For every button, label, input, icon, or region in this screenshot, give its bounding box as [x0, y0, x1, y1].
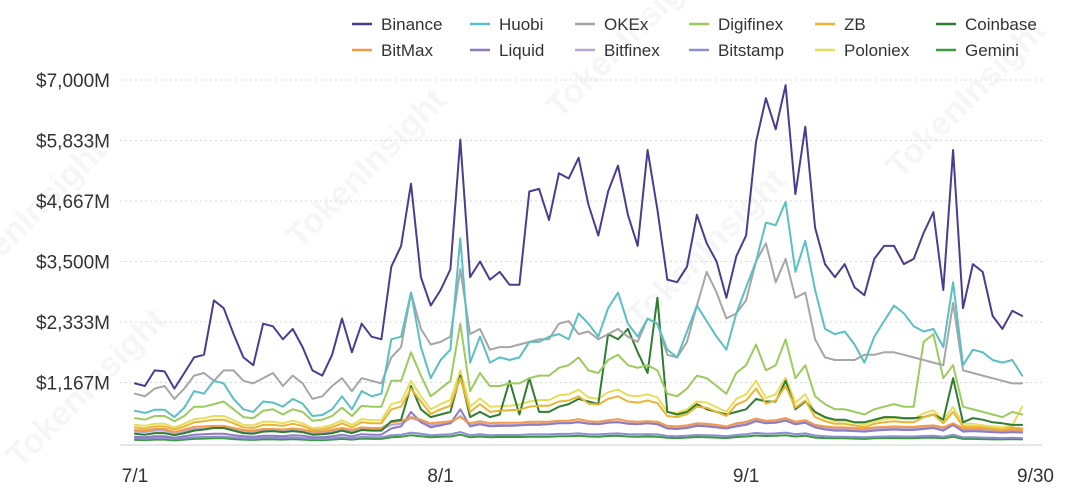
legend: Binance Huobi OKEx Digifinex ZB Coinbase BitMa… [352, 15, 1037, 60]
series-line-okex [134, 242, 1024, 400]
legend-label-binance: Binance [381, 15, 442, 34]
watermark-text: TokenInsight [279, 81, 454, 256]
series-line-bitstamp [134, 431, 1024, 440]
x-tick-label: 8/1 [427, 466, 453, 487]
series-line-poloniex [134, 369, 1024, 429]
legend-label-bitfinex: Bitfinex [604, 41, 660, 60]
legend-label-bitmax: BitMax [381, 41, 433, 60]
series-line-bitmax [134, 416, 1024, 434]
legend-label-gemini: Gemini [965, 41, 1019, 60]
y-tick-label: $3,500M [36, 253, 110, 274]
legend-label-zb: ZB [844, 15, 866, 34]
series-line-digifinex [134, 322, 1024, 423]
series-line-huobi [134, 200, 1024, 419]
legend-label-huobi: Huobi [499, 15, 543, 34]
watermark-text: TokenInsight [879, 11, 1054, 186]
y-tick-label: $5,833M [36, 132, 110, 153]
x-tick-label: 9/1 [733, 466, 759, 487]
grid-layer [120, 79, 1042, 383]
y-axis: $1,167M $2,333M $3,500M $4,667M $5,833M $7,00… [36, 71, 110, 394]
x-tick-label: 9/30 [1017, 466, 1054, 487]
y-tick-label: $7,000M [36, 71, 110, 92]
legend-label-poloniex: Poloniex [844, 41, 910, 60]
series-line-binance [134, 84, 1024, 390]
watermark-text: TokenInsight [0, 131, 113, 306]
series-line-coinbase [134, 296, 1024, 437]
series-layer [134, 84, 1024, 442]
series-line-zb [134, 377, 1024, 431]
x-tick-label: 7/1 [122, 466, 148, 487]
series-line-gemini [134, 433, 1024, 442]
y-tick-label: $4,667M [36, 192, 110, 213]
legend-label-liquid: Liquid [499, 41, 544, 60]
legend-label-bitstamp: Bitstamp [718, 41, 784, 60]
legend-label-digifinex: Digifinex [718, 15, 784, 34]
series-line-liquid [134, 408, 1024, 439]
y-tick-label: $2,333M [36, 313, 110, 334]
legend-label-coinbase: Coinbase [965, 15, 1037, 34]
y-tick-label: $1,167M [36, 373, 110, 394]
x-axis: 7/1 8/1 9/1 9/30 [120, 444, 1054, 487]
legend-label-okex: OKEx [604, 15, 649, 34]
